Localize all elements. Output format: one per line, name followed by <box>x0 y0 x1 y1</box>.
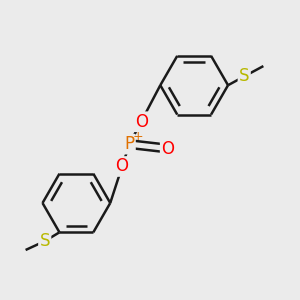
Text: O: O <box>135 113 148 131</box>
Text: O: O <box>161 140 174 158</box>
Text: +: + <box>132 130 143 143</box>
Text: S: S <box>40 232 50 250</box>
Text: P: P <box>124 135 134 153</box>
Text: S: S <box>239 68 250 85</box>
Text: O: O <box>116 158 129 175</box>
